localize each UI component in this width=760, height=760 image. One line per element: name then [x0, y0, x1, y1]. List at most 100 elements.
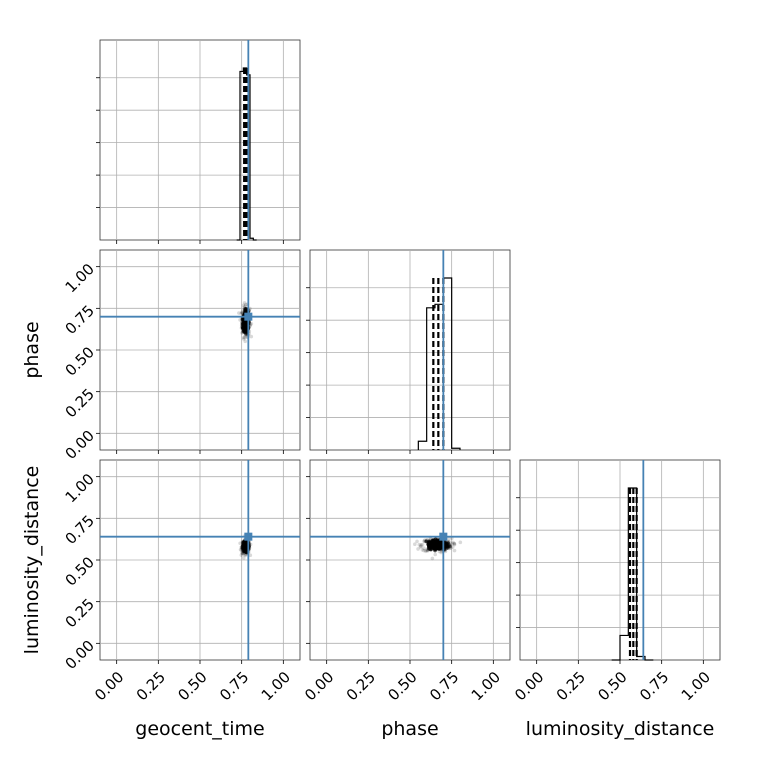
density-sample — [446, 537, 451, 541]
density-sample — [420, 542, 425, 547]
x-tick-label: 1.00 — [678, 668, 714, 704]
truth-point — [244, 532, 253, 541]
density-sample — [448, 544, 453, 549]
density-sample — [419, 543, 423, 547]
panel-phase-phase — [306, 249, 511, 454]
y-tick-label: 0.50 — [62, 343, 98, 379]
density-sample — [238, 541, 242, 546]
y-axis-label-phase: phase — [21, 321, 43, 378]
x-tick-label: 1.00 — [258, 668, 294, 704]
y-axis-label-luminosity_distance: luminosity_distance — [21, 466, 43, 655]
density-sample — [243, 339, 248, 344]
density-sample — [239, 553, 244, 557]
x-tick-label: 0.50 — [174, 668, 210, 704]
x-axis-label-geocent_time: geocent_time — [135, 718, 264, 740]
x-axis-label-luminosity_distance: luminosity_distance — [526, 718, 715, 740]
density-sample — [416, 547, 420, 551]
x-tick-label: 1.00 — [468, 668, 504, 704]
x-tick-label: 0.75 — [636, 668, 672, 704]
density-sample — [433, 552, 438, 557]
density-sample — [439, 550, 444, 555]
density-sample — [241, 337, 246, 341]
density-sample — [432, 543, 436, 547]
panel-geocent_time-phase — [96, 249, 301, 454]
density-sample — [450, 541, 454, 546]
x-tick-label: 0.25 — [343, 668, 379, 704]
density-sample — [447, 545, 452, 550]
density-sample — [243, 548, 248, 552]
panel-phase-luminosity_distance — [306, 459, 511, 664]
density-sample — [425, 538, 430, 542]
density-sample — [424, 548, 428, 553]
density-sample — [420, 548, 425, 552]
y-tick-label: 0.00 — [62, 637, 98, 673]
density-sample — [248, 553, 253, 558]
density-sample — [241, 303, 246, 308]
density-sample — [241, 556, 246, 560]
density-sample — [249, 334, 254, 339]
density-sample — [240, 551, 245, 556]
density-sample — [241, 323, 245, 327]
x-axis-label-phase: phase — [381, 718, 438, 740]
y-tick-label: 1.00 — [62, 260, 98, 296]
density-sample — [452, 541, 457, 546]
x-tick-label: 0.75 — [216, 668, 252, 704]
density-sample — [241, 335, 246, 340]
density-sample — [413, 542, 417, 547]
density-sample — [458, 540, 463, 545]
x-tick-label: 0.00 — [91, 668, 127, 704]
density-sample — [240, 322, 244, 327]
density-sample — [238, 318, 242, 322]
y-tick-label: 0.75 — [62, 302, 98, 338]
density-sample — [418, 545, 423, 549]
y-tick-label: 0.25 — [62, 595, 98, 631]
density-sample — [450, 545, 455, 549]
density-sample — [437, 542, 442, 547]
density-sample — [452, 542, 457, 547]
density-sample — [417, 542, 422, 547]
panel-luminosity_distance-luminosity_distance — [516, 459, 721, 664]
density-sample — [243, 302, 248, 307]
x-tick-label: 0.75 — [426, 668, 462, 704]
density-sample — [422, 548, 426, 553]
density-sample — [242, 301, 247, 305]
density-sample — [426, 540, 430, 545]
density-sample — [249, 321, 254, 326]
density-sample — [422, 546, 426, 550]
x-tick-label: 0.00 — [301, 668, 337, 704]
density-sample — [430, 556, 435, 561]
x-tick-label: 0.50 — [594, 668, 630, 704]
density-sample — [443, 549, 448, 554]
histogram-phase — [417, 277, 461, 450]
y-tick-label: 0.25 — [62, 385, 98, 421]
density-sample — [446, 541, 451, 546]
panel-geocent_time-geocent_time — [96, 39, 301, 244]
density-sample — [238, 547, 243, 552]
x-tick-label: 0.00 — [511, 668, 547, 704]
truth-point — [439, 532, 448, 541]
x-tick-label: 0.25 — [133, 668, 169, 704]
density-sample — [237, 311, 241, 315]
density-sample — [241, 541, 246, 545]
density-sample — [244, 552, 248, 557]
density-sample — [241, 551, 245, 556]
density-sample — [244, 327, 249, 331]
density-sample — [428, 542, 433, 547]
y-tick-label: 0.50 — [62, 553, 98, 589]
y-tick-label: 1.00 — [62, 470, 98, 506]
density-sample — [243, 553, 247, 558]
density-sample — [452, 548, 457, 553]
density-sample — [444, 546, 449, 551]
density-sample — [243, 330, 247, 335]
density-sample — [242, 335, 247, 340]
density-sample — [424, 549, 428, 554]
density-sample — [419, 544, 423, 548]
density-sample — [428, 537, 433, 541]
density-sample — [452, 541, 457, 546]
density-sample — [415, 539, 419, 544]
panel-geocent_time-luminosity_distance — [96, 459, 301, 664]
density-sample — [239, 311, 244, 316]
x-tick-label: 0.25 — [553, 668, 589, 704]
y-tick-label: 0.00 — [62, 427, 98, 463]
